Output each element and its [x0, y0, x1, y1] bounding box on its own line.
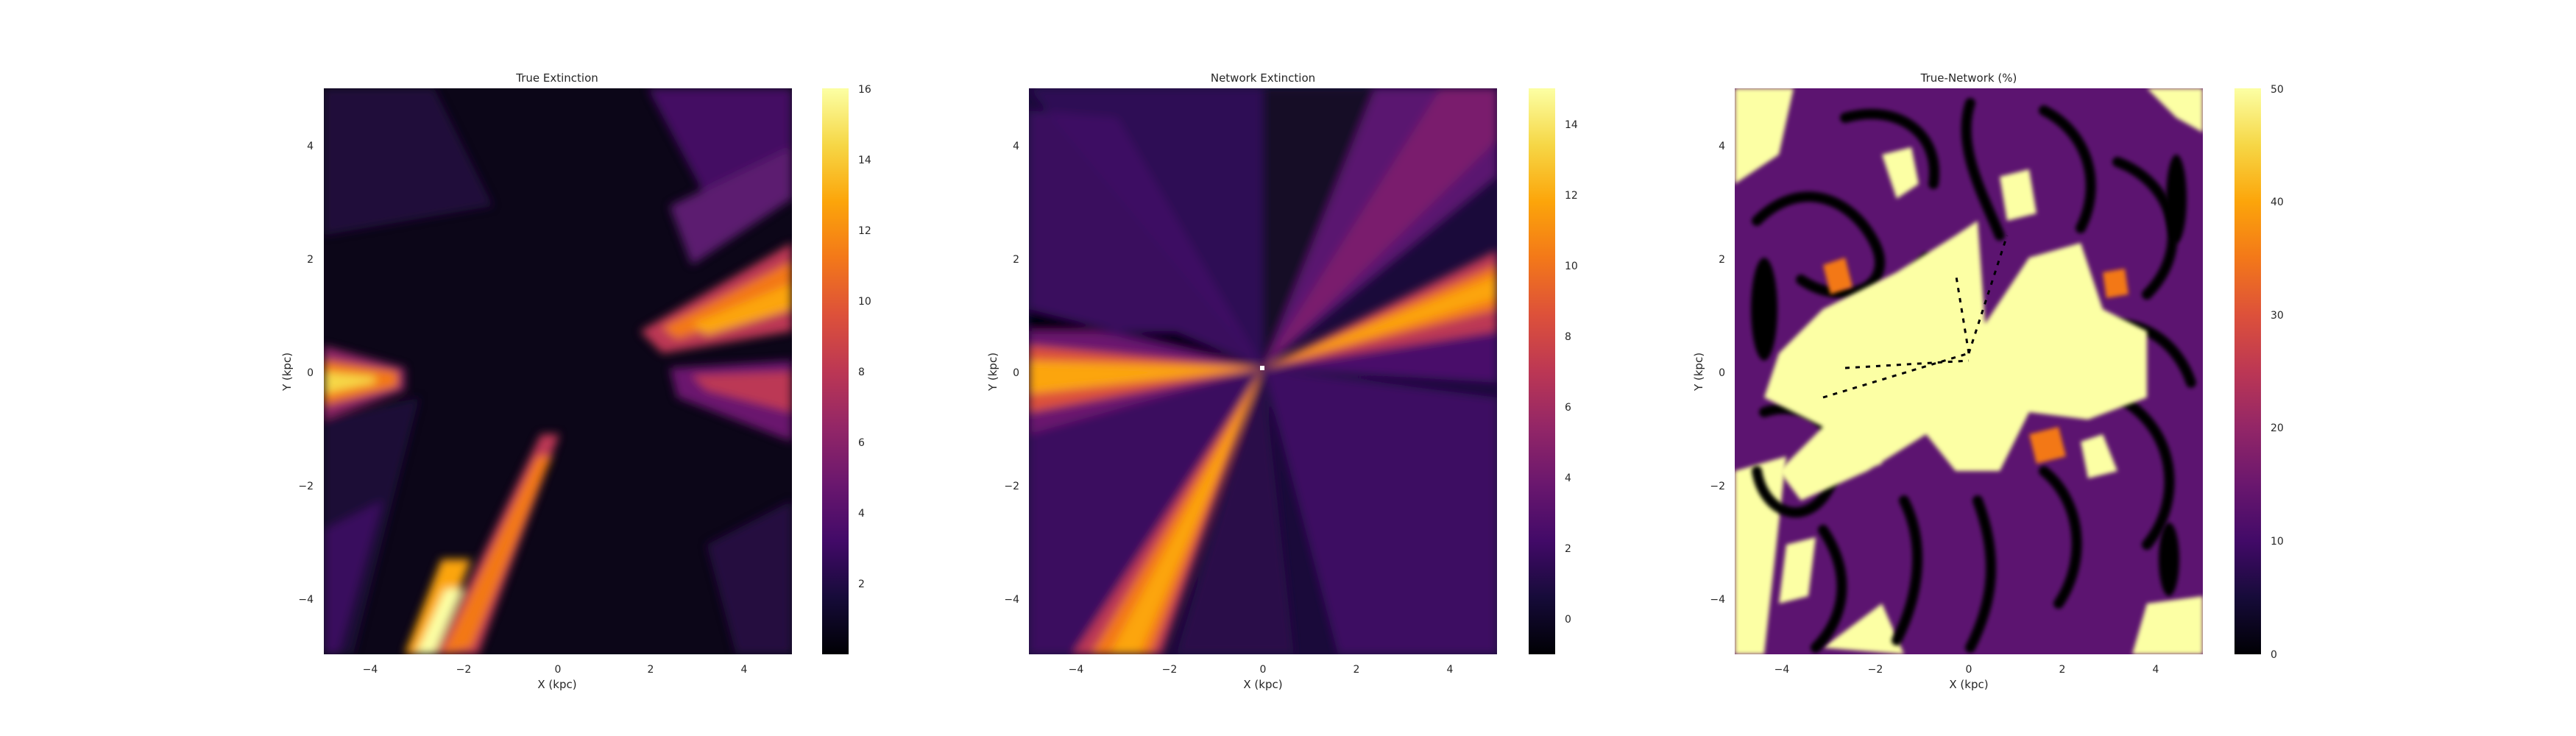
heatmap-image	[324, 88, 792, 654]
x-tick-label: −4	[1774, 664, 1790, 676]
y-tick-label: 2	[1719, 254, 1725, 266]
colorbar-tick-label: 16	[858, 84, 871, 96]
panel-network-extinction: Network Extinction	[986, 71, 1578, 691]
x-axis-label: X (kpc)	[1243, 678, 1282, 691]
colorbar-tick-label: 40	[2271, 197, 2284, 208]
y-axis-label: Y (kpc)	[1692, 353, 1705, 392]
x-tick-label: 4	[741, 664, 748, 676]
panel-true-extinction: True Extinction	[280, 71, 871, 691]
y-tick-label: −4	[1004, 594, 1019, 606]
colorbar-tick-label: 14	[858, 155, 871, 166]
x-tick-label: −2	[1162, 664, 1178, 676]
x-tick-label: −2	[456, 664, 472, 676]
x-tick-label: 0	[555, 664, 562, 676]
y-tick-label: 4	[1719, 141, 1725, 152]
colorbar-tick-label: 4	[1565, 473, 1571, 484]
colorbar	[822, 88, 849, 654]
colorbar-tick-label: 30	[2271, 310, 2284, 322]
colorbar-tick-label: 10	[2271, 536, 2284, 548]
colorbar-tick-label: 0	[2271, 649, 2277, 661]
colorbar-tick-label: 4	[858, 508, 865, 520]
y-tick-label: 2	[1013, 254, 1019, 266]
x-tick-label: 4	[1447, 664, 1454, 676]
colorbar	[2234, 88, 2261, 654]
y-tick-label: 0	[1013, 367, 1019, 379]
x-tick-label: −4	[363, 664, 378, 676]
y-axis-label: Y (kpc)	[986, 353, 999, 392]
colorbar	[1529, 88, 1555, 654]
y-tick-label: −2	[1710, 481, 1725, 492]
colorbar-tick-label: 14	[1565, 119, 1578, 131]
colorbar-tick-label: 6	[1565, 402, 1571, 414]
x-tick-label: 0	[1260, 664, 1267, 676]
x-tick-label: 2	[2059, 664, 2066, 676]
colorbar-tick-label: 6	[858, 437, 865, 449]
chart-title: Network Extinction	[1211, 71, 1315, 85]
y-tick-label: 4	[307, 141, 314, 152]
y-tick-label: 4	[1013, 141, 1019, 152]
colorbar-tick-label: 2	[858, 578, 865, 590]
chart-title: True Extinction	[515, 71, 598, 85]
y-tick-label: −2	[298, 481, 314, 492]
x-tick-label: −4	[1069, 664, 1084, 676]
y-tick-label: 0	[307, 367, 314, 379]
colorbar-tick-label: 8	[1565, 331, 1571, 343]
y-axis-label: Y (kpc)	[280, 353, 294, 392]
x-tick-label: 4	[2153, 664, 2159, 676]
x-tick-label: 2	[1354, 664, 1360, 676]
panel-true-minus-network: True-Network (%)	[1692, 71, 2284, 691]
x-tick-label: 0	[1966, 664, 1972, 676]
y-tick-label: −2	[1004, 481, 1019, 492]
colorbar-tick-label: 20	[2271, 422, 2284, 434]
colorbar-tick-label: 12	[858, 225, 871, 237]
x-axis-label: X (kpc)	[1949, 678, 1988, 691]
heatmap-image	[1735, 88, 2203, 654]
colorbar-tick-label: 0	[1565, 614, 1571, 626]
colorbar-tick-label: 2	[1565, 543, 1571, 555]
colorbar-tick-label: 12	[1565, 190, 1578, 202]
heatmap-image	[1029, 88, 1497, 654]
chart-title: True-Network (%)	[1920, 71, 2017, 85]
x-tick-label: 2	[648, 664, 654, 676]
y-tick-label: 2	[307, 254, 314, 266]
x-axis-label: X (kpc)	[537, 678, 576, 691]
x-tick-label: −2	[1868, 664, 1883, 676]
y-tick-label: −4	[1710, 594, 1725, 606]
colorbar-tick-label: 10	[858, 296, 871, 308]
y-tick-label: −4	[298, 594, 314, 606]
colorbar-tick-label: 8	[858, 367, 865, 378]
colorbar-tick-label: 10	[1565, 261, 1578, 272]
y-tick-label: 0	[1719, 367, 1725, 379]
colorbar-tick-label: 50	[2271, 84, 2284, 96]
